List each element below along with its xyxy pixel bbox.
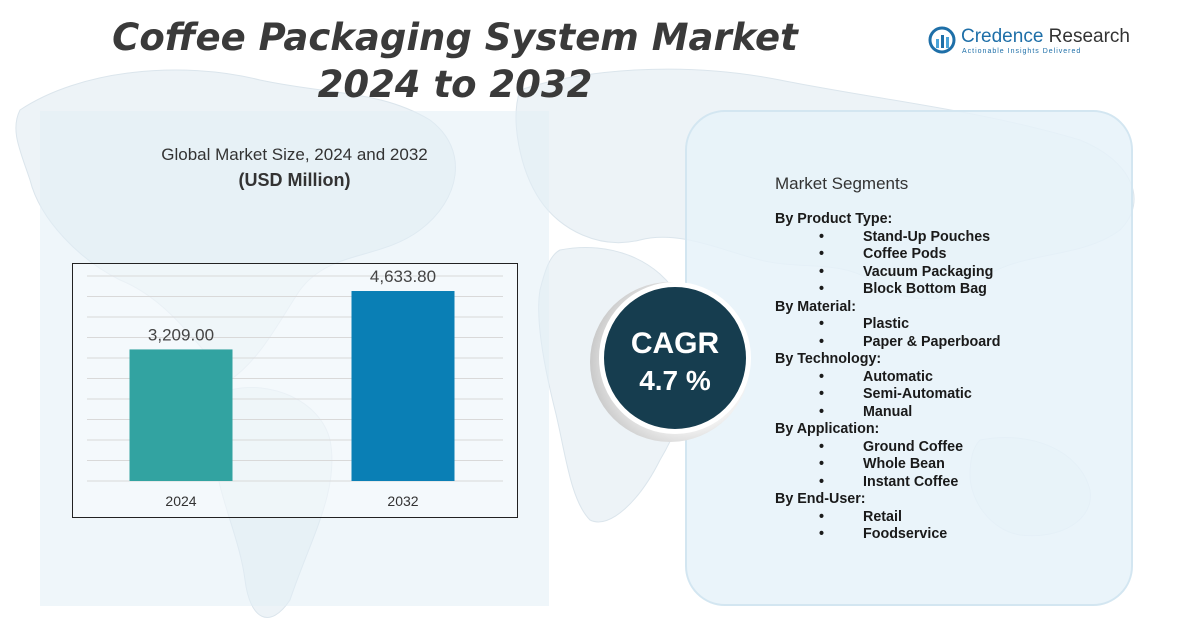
title-line-1: Coffee Packaging System Market bbox=[112, 16, 798, 59]
segment-item: • Stand-Up Pouches bbox=[775, 229, 1115, 247]
bullet-icon: • bbox=[819, 456, 825, 472]
segment-category: By Material: bbox=[775, 298, 857, 315]
brand-logo: Credence Research Actionable Insights De… bbox=[928, 24, 1130, 60]
segment-category: By End-User: bbox=[775, 491, 866, 507]
x-tick-label-2024: 2024 bbox=[165, 493, 196, 509]
page-title: Coffee Packaging System Market 2024 to 2… bbox=[60, 14, 850, 108]
cagr-value: 4.7 % bbox=[639, 365, 711, 396]
segments-panel bbox=[685, 110, 1133, 606]
bullet-icon: • bbox=[819, 403, 825, 420]
segment-item-label: Vacuum Packaging bbox=[863, 263, 994, 280]
segment-category: By Product Type: bbox=[775, 211, 893, 227]
bar-chart: 3,209.00 2024 4,633.80 2032 bbox=[72, 263, 518, 518]
brand-name: Credence Research bbox=[961, 26, 1130, 48]
x-tick-label-2032: 2032 bbox=[387, 493, 418, 509]
segment-item-label: Ground Coffee bbox=[863, 438, 964, 455]
segment-item: • Retail bbox=[775, 509, 1115, 527]
segment-item: • Semi-Automatic bbox=[775, 386, 1115, 404]
title-line-2: 2024 to 2032 bbox=[317, 63, 593, 106]
segment-category: By Technology: bbox=[775, 351, 882, 367]
segment-item-label: Semi-Automatic bbox=[863, 386, 972, 402]
segment-item-label: Coffee Pods bbox=[863, 246, 947, 262]
bullet-icon: • bbox=[819, 316, 825, 332]
bullet-icon: • bbox=[819, 526, 825, 542]
segment-item-label: Automatic bbox=[863, 368, 933, 385]
brand-name-first: Credence bbox=[961, 26, 1044, 47]
segment-item-label: Plastic bbox=[863, 316, 910, 332]
bar-2032 bbox=[351, 291, 455, 481]
chart-title-block: Global Market Size, 2024 and 2032 (USD M… bbox=[40, 144, 549, 191]
segment-item-label: Paper & Paperboard bbox=[863, 333, 1001, 350]
bullet-icon: • bbox=[819, 508, 825, 525]
segment-item: • Foodservice bbox=[775, 526, 1115, 544]
bar-value-label-2032: 4,633.80 bbox=[370, 267, 436, 286]
segment-item-label: Instant Coffee bbox=[863, 473, 959, 490]
bar-chart-canvas: 3,209.00 2024 4,633.80 2032 bbox=[87, 267, 503, 509]
segment-item: • Manual bbox=[775, 404, 1115, 422]
credence-logo-icon bbox=[928, 26, 956, 54]
segment-item: • Coffee Pods bbox=[775, 246, 1115, 264]
segment-item-label: Manual bbox=[863, 403, 913, 420]
bullet-icon: • bbox=[819, 281, 825, 297]
segment-category: By Application: bbox=[775, 421, 880, 437]
segment-item-label: Block Bottom Bag bbox=[863, 281, 987, 297]
bullet-icon: • bbox=[819, 438, 825, 455]
cagr-label: CAGR bbox=[630, 327, 720, 360]
segment-item: • Vacuum Packaging bbox=[775, 264, 1115, 282]
chart-title: Global Market Size, 2024 and 2032 bbox=[161, 145, 428, 164]
segment-item: • Plastic bbox=[775, 316, 1115, 334]
segment-item-label: Foodservice bbox=[863, 526, 948, 542]
segments-title: Market Segments bbox=[775, 174, 909, 193]
brand-name-second: Research bbox=[1043, 26, 1130, 47]
segment-item-label: Stand-Up Pouches bbox=[863, 228, 991, 245]
brand-tagline: Actionable Insights Delivered bbox=[962, 48, 1082, 55]
bar-value-label-2024: 3,209.00 bbox=[148, 325, 214, 344]
bullet-icon: • bbox=[819, 386, 825, 402]
segment-item: • Whole Bean bbox=[775, 456, 1115, 474]
bullet-icon: • bbox=[819, 263, 825, 280]
bullet-icon: • bbox=[819, 473, 825, 490]
cagr-badge: CAGR 4.7 % bbox=[599, 282, 751, 434]
bullet-icon: • bbox=[819, 333, 825, 350]
chart-unit: (USD Million) bbox=[238, 170, 351, 190]
segment-item: • Paper & Paperboard bbox=[775, 334, 1115, 352]
segment-item: • Automatic bbox=[775, 369, 1115, 387]
bar-2024 bbox=[129, 349, 233, 481]
segment-item: • Ground Coffee bbox=[775, 439, 1115, 457]
bullet-icon: • bbox=[819, 246, 825, 262]
segments-list: By Product Type: • Stand-Up Pouches • Coffee… bbox=[775, 211, 1115, 544]
segment-item: • Instant Coffee bbox=[775, 474, 1115, 492]
bullet-icon: • bbox=[819, 368, 825, 385]
segment-item-label: Whole Bean bbox=[863, 456, 945, 472]
bullet-icon: • bbox=[819, 228, 825, 245]
segment-item-label: Retail bbox=[863, 508, 902, 525]
segment-item: • Block Bottom Bag bbox=[775, 281, 1115, 299]
